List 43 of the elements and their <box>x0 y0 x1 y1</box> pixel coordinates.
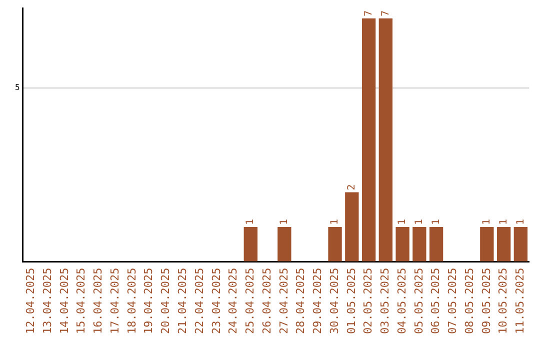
x-tick-label: 29.04.2025 <box>311 268 324 334</box>
x-tick-label: 20.04.2025 <box>159 268 172 334</box>
data-label: 1 <box>498 218 510 226</box>
x-tick-label: 19.04.2025 <box>142 268 156 334</box>
x-tick-label: 10.05.2025 <box>496 268 510 334</box>
x-tick-label: 02.05.2025 <box>362 268 375 334</box>
x-tick-label: 12.04.2025 <box>24 268 38 334</box>
x-tick-label: 01.05.2025 <box>344 268 358 334</box>
data-label: 1 <box>245 218 256 226</box>
x-tick-label: 25.04.2025 <box>244 268 257 334</box>
x-tick-label: 21.04.2025 <box>176 268 189 334</box>
x-tick-label: 04.05.2025 <box>395 268 408 334</box>
data-label: 1 <box>397 218 408 226</box>
x-tick-label: 13.04.2025 <box>40 268 54 334</box>
x-tick-label: 16.04.2025 <box>92 268 105 334</box>
data-label: 7 <box>363 10 374 16</box>
data-label: 1 <box>330 218 341 226</box>
x-tick-label: 28.04.2025 <box>294 268 308 334</box>
x-tick-label: 03.05.2025 <box>378 268 392 334</box>
x-tick-label: 14.04.2025 <box>58 268 71 334</box>
x-tick-label: 30.04.2025 <box>328 268 341 334</box>
data-label: 1 <box>515 218 526 226</box>
x-tick-label: 11.05.2025 <box>514 268 527 334</box>
y-tick-label: 5 <box>14 83 20 92</box>
data-label: 1 <box>482 218 493 226</box>
x-tick-label: 22.04.2025 <box>192 268 206 334</box>
data-label: 1 <box>278 218 290 226</box>
data-label: 1 <box>414 218 426 226</box>
x-tick-label: 18.04.2025 <box>125 268 138 334</box>
x-tick-label: 06.05.2025 <box>429 268 442 334</box>
x-tick-label: 15.04.2025 <box>74 268 88 334</box>
x-tick-label: 23.04.2025 <box>210 268 223 334</box>
x-tick-label: 24.04.2025 <box>226 268 240 334</box>
x-tick-label: 05.05.2025 <box>412 268 426 334</box>
x-tick-label: 09.05.2025 <box>480 268 493 334</box>
x-tick-label: 08.05.2025 <box>462 268 476 334</box>
x-tick-label: 26.04.2025 <box>260 268 274 334</box>
x-tick-label: 17.04.2025 <box>108 268 122 334</box>
x-tick-label: 27.04.2025 <box>277 268 290 334</box>
x-tick-label: 07.05.2025 <box>446 268 460 334</box>
data-label: 2 <box>346 184 358 190</box>
data-label: 1 <box>430 218 442 226</box>
data-label: 7 <box>380 10 392 16</box>
